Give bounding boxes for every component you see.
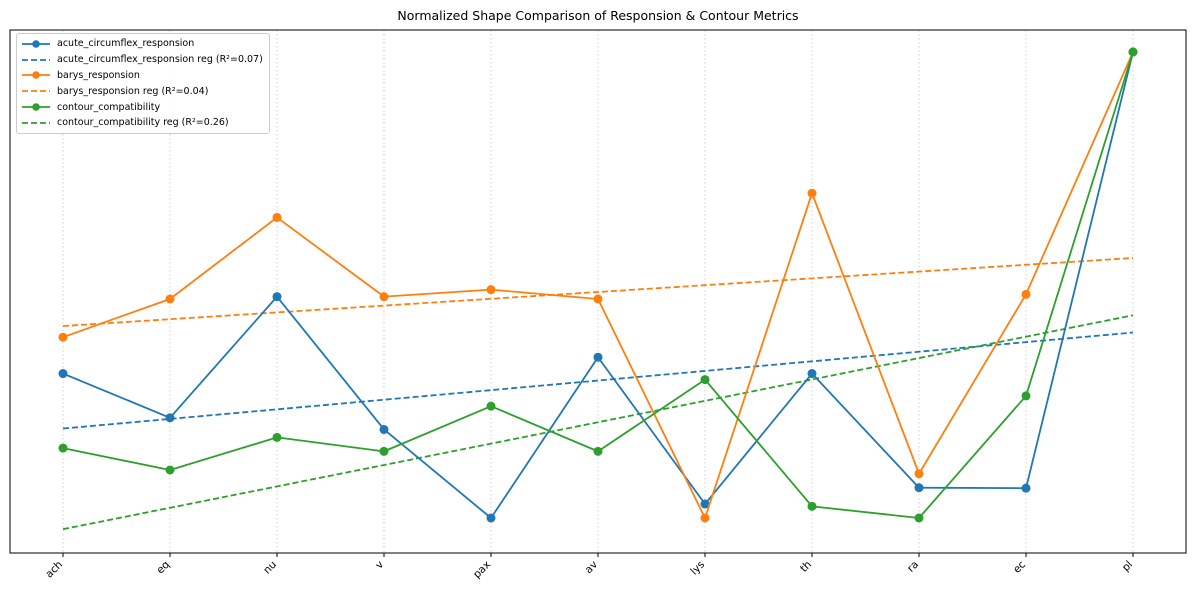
legend: acute_circumflex_responsion acute_circum… [16,33,270,134]
x-tick-label: v [373,559,386,572]
data-point [914,469,924,479]
legend-dashed-line-icon [22,90,50,93]
data-point [700,375,710,385]
data-point [700,513,710,523]
data-point [700,499,710,509]
legend-dashed-line-icon [22,121,50,124]
x-tick-label: lys [688,559,707,578]
data-point [914,483,924,493]
data-point [1128,47,1138,57]
x-tick-label: ec [1011,558,1028,575]
chart-title: Normalized Shape Comparison of Responsio… [397,8,799,23]
data-point [272,292,282,302]
data-point [165,465,175,475]
data-point [1021,289,1031,299]
x-tick-label: av [583,559,600,576]
legend-item: contour_compatibility reg (R²=0.26) [21,115,263,131]
data-point [165,294,175,304]
data-point [593,352,603,362]
data-point [379,292,389,302]
data-point [272,432,282,442]
data-point [914,513,924,523]
legend-item: contour_compatibility [21,99,263,115]
legend-dashed-line-icon [22,58,50,61]
legend-item: acute_circumflex_responsion [21,36,263,52]
legend-line-marker-icon [22,103,50,111]
legend-label: contour_compatibility [57,101,161,113]
data-point [807,369,817,379]
data-point [486,401,496,411]
legend-item: acute_circumflex_responsion reg (R²=0.07… [21,52,263,68]
regression-line [62,331,1134,430]
legend-item: barys_responsion [21,68,263,84]
regression-line [62,257,1134,327]
x-tick-label: th [798,559,814,575]
x-tick-label: pax [471,559,493,581]
legend-item: barys_responsion reg (R²=0.04) [21,83,263,99]
data-point [486,513,496,523]
legend-label: acute_circumflex_responsion [57,38,195,50]
data-point [593,294,603,304]
x-tick-label: eq [154,559,172,577]
data-point [593,446,603,456]
x-tick-label: nu [261,559,279,577]
data-point [807,501,817,511]
legend-label: contour_compatibility reg (R²=0.26) [57,117,229,129]
data-point [379,446,389,456]
series-layer [58,47,1138,531]
x-tick-label: pl [1120,559,1135,574]
data-point [58,443,68,453]
regression-line [62,314,1134,531]
data-point [165,413,175,423]
legend-label: acute_circumflex_responsion reg (R²=0.07… [57,54,263,66]
data-point [58,332,68,342]
legend-label: barys_responsion reg (R²=0.04) [57,85,209,97]
data-point [58,369,68,379]
data-point [486,285,496,295]
x-tick-label: ra [905,559,921,575]
legend-line-marker-icon [22,71,50,80]
x-axis: ach eq nu v pax av lys th ra ec pl [43,553,1135,581]
legend-line-marker-icon [22,40,50,48]
data-point [807,188,817,198]
data-point [379,424,389,434]
data-point [1021,483,1031,493]
x-tick-label: ach [43,559,65,581]
data-point [272,212,282,222]
data-point [1021,391,1031,401]
legend-label: barys_responsion [57,69,140,81]
